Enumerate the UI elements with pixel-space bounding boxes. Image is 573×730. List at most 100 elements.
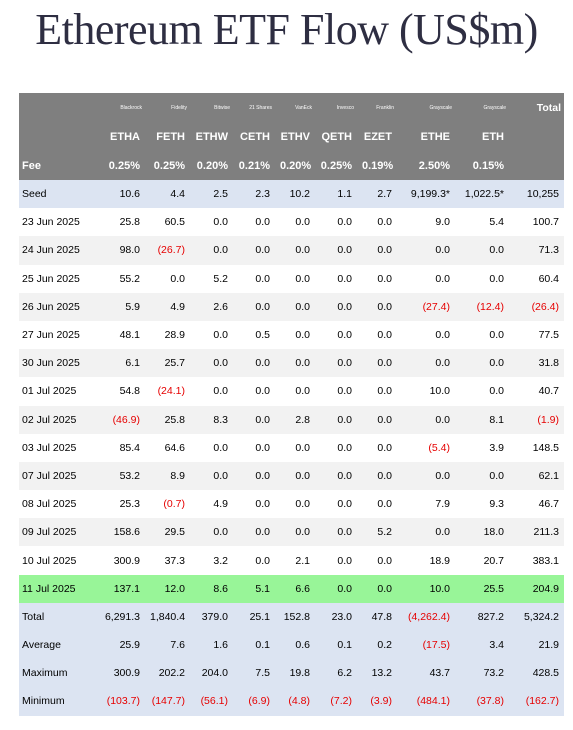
flow-value: 0.0	[357, 208, 397, 237]
flow-value: 1.1	[315, 180, 357, 209]
fee-value: 0.20%	[275, 151, 315, 180]
flow-value: 0.0	[190, 518, 233, 547]
flow-value: 0.0	[233, 349, 275, 378]
row-total: 77.5	[509, 320, 564, 350]
flow-value: 9,199.3*	[397, 180, 455, 209]
flow-value: 47.8	[357, 602, 397, 631]
flow-value: 7.5	[233, 659, 275, 688]
flow-value: 0.0	[233, 405, 275, 434]
flow-value: 0.0	[190, 208, 233, 237]
flow-value: 0.0	[233, 433, 275, 462]
flow-value: 43.7	[397, 659, 455, 688]
ticker-total-cell	[509, 122, 564, 151]
flow-value: 0.0	[233, 292, 275, 321]
row-label: Total	[19, 602, 96, 631]
flow-value: 0.0	[233, 236, 275, 265]
flow-value: 98.0	[96, 236, 145, 265]
flow-value: 23.0	[315, 602, 357, 631]
row-label: 30 Jun 2025	[19, 349, 96, 378]
row-label: 11 Jul 2025	[19, 574, 96, 603]
flow-value: 2.5	[190, 180, 233, 209]
flow-value: 0.0	[190, 377, 233, 406]
flow-value: 10.6	[96, 180, 145, 209]
row-label: 08 Jul 2025	[19, 490, 96, 519]
flow-value: 0.0	[397, 320, 455, 350]
flow-value: 25.7	[145, 349, 190, 378]
flow-value: 0.1	[315, 631, 357, 660]
issuer-header: Franklin	[357, 93, 397, 122]
row-total: 46.7	[509, 490, 564, 519]
row-total: 31.8	[509, 349, 564, 378]
flow-value: 0.0	[275, 433, 315, 462]
flow-value: 0.0	[455, 349, 509, 378]
row-label: Average	[19, 631, 96, 660]
flow-value: 0.0	[315, 433, 357, 462]
flow-value: 2.3	[233, 180, 275, 209]
table-row: 01 Jul 2025 54.8 (24.1) 0.0 0.0 0.0 0.0 0.0 10.0…	[19, 377, 564, 406]
ticker-header: ETHE	[397, 122, 455, 151]
flow-value: 8.9	[145, 461, 190, 491]
row-label: 02 Jul 2025	[19, 405, 96, 434]
ticker-header: ETHA	[96, 122, 145, 151]
issuer-header: 21 Shares	[233, 93, 275, 122]
flow-value: 0.0	[315, 264, 357, 293]
flow-value: 10.2	[275, 180, 315, 209]
flow-value: 2.6	[190, 292, 233, 321]
flow-value: 0.0	[315, 405, 357, 434]
flow-value: 0.0	[315, 208, 357, 237]
flow-value: 0.0	[357, 546, 397, 575]
ticker-header: ETHV	[275, 122, 315, 151]
flow-value: 3.4	[455, 631, 509, 660]
row-total: 148.5	[509, 433, 564, 462]
flow-value: (7.2)	[315, 687, 357, 716]
flow-value: 5.1	[233, 574, 275, 603]
flow-value: (46.9)	[96, 405, 145, 434]
flow-value: 0.0	[397, 518, 455, 547]
flow-value: (0.7)	[145, 490, 190, 519]
flow-value: 0.0	[275, 518, 315, 547]
flow-value: 5.4	[455, 208, 509, 237]
issuer-header-row: Blackrock Fidelity Bitwise 21 Shares VanEck I…	[19, 93, 564, 122]
flow-value: 0.0	[233, 461, 275, 491]
corner-cell	[19, 93, 96, 122]
flow-value: 0.0	[275, 490, 315, 519]
table-row: 09 Jul 2025 158.6 29.5 0.0 0.0 0.0 0.0 5.2 0.0 18…	[19, 518, 564, 547]
flow-value: 0.0	[357, 461, 397, 491]
flow-value: 0.0	[315, 292, 357, 321]
flow-value: 0.0	[397, 349, 455, 378]
flow-value: 0.0	[190, 320, 233, 350]
flow-value: (484.1)	[397, 687, 455, 716]
flow-value: 5.2	[357, 518, 397, 547]
flow-value: (6.9)	[233, 687, 275, 716]
row-total: 10,255	[509, 180, 564, 209]
flow-value: 0.0	[357, 320, 397, 350]
issuer-header: Grayscale	[455, 93, 509, 122]
flow-value: 0.0	[275, 461, 315, 491]
table-body: Blackrock Fidelity Bitwise 21 Shares VanEck I…	[19, 93, 564, 716]
flow-value: 7.6	[145, 631, 190, 660]
flow-value: 0.0	[233, 377, 275, 406]
flow-value: 0.0	[455, 236, 509, 265]
flow-value: 0.0	[315, 546, 357, 575]
flow-value: 0.0	[455, 320, 509, 350]
flow-value: 25.3	[96, 490, 145, 519]
row-label: Maximum	[19, 659, 96, 688]
flow-value: 0.0	[357, 490, 397, 519]
ticker-header: CETH	[233, 122, 275, 151]
flow-value: 2.8	[275, 405, 315, 434]
issuer-header: Blackrock	[96, 93, 145, 122]
row-label: Seed	[19, 180, 96, 209]
row-total: (162.7)	[509, 687, 564, 716]
flow-value: 0.0	[233, 518, 275, 547]
table-row: Seed 10.6 4.4 2.5 2.3 10.2 1.1 2.7 9,199.3* 1,022…	[19, 180, 564, 209]
flow-value: 25.5	[455, 574, 509, 603]
flow-value: 0.0	[233, 546, 275, 575]
row-total: (1.9)	[509, 405, 564, 434]
summary-row: Minimum (103.7) (147.7) (56.1) (6.9) (4.8) (7.…	[19, 687, 564, 716]
row-total: 5,324.2	[509, 602, 564, 631]
fee-row: Fee 0.25% 0.25% 0.20% 0.21% 0.20% 0.25% 0.19% 2.…	[19, 151, 564, 180]
issuer-header: Invesco	[315, 93, 357, 122]
fee-value: 0.15%	[455, 151, 509, 180]
flow-value: 0.0	[357, 264, 397, 293]
row-total: 62.1	[509, 461, 564, 491]
